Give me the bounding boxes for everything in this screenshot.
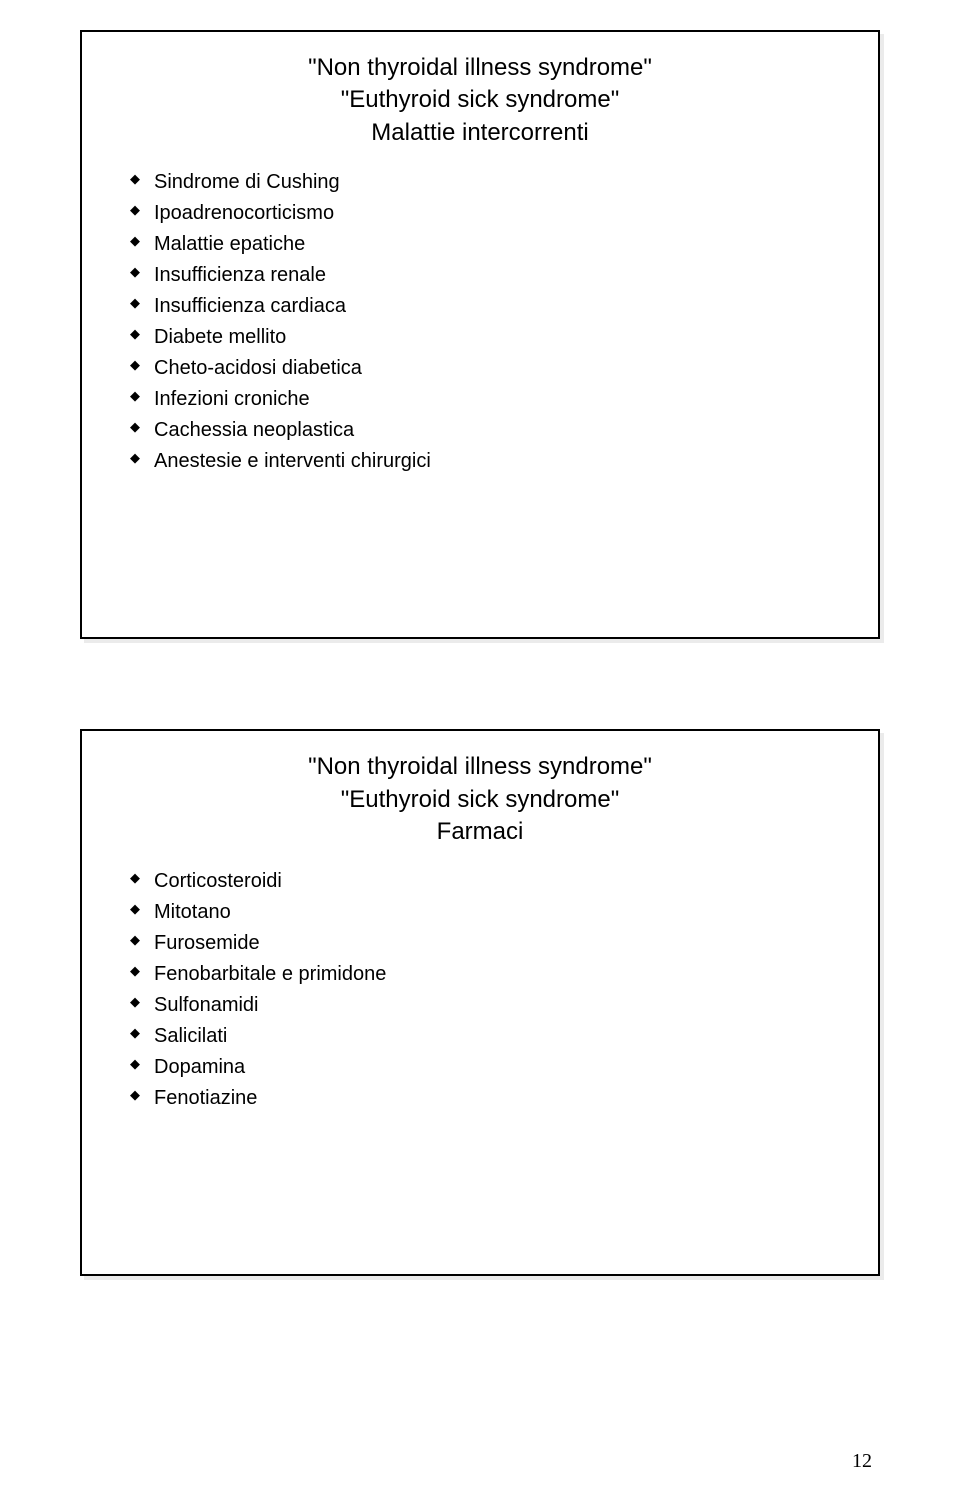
list-item: Insufficienza renale [130,260,838,291]
list-item: Fenotiazine [130,1083,838,1114]
page: "Non thyroidal illness syndrome" "Euthyr… [0,0,960,1501]
list-item: Cachessia neoplastica [130,415,838,446]
slide-1-title: "Non thyroidal illness syndrome" "Euthyr… [122,52,838,149]
list-item: Anestesie e interventi chirurgici [130,446,838,477]
list-item: Cheto-acidosi diabetica [130,353,838,384]
slide-2-title-line3: Farmaci [437,818,524,845]
list-item: Fenobarbitale e primidone [130,959,838,990]
list-item: Diabete mellito [130,322,838,353]
slide-2-title-line2: "Euthyroid sick syndrome" [341,786,619,813]
list-item: Infezioni croniche [130,384,838,415]
slide-2-title-line1: "Non thyroidal illness syndrome" [308,753,652,780]
list-item: Ipoadrenocorticismo [130,198,838,229]
list-item: Insufficienza cardiaca [130,291,838,322]
slide-1-title-line1: "Non thyroidal illness syndrome" [308,54,652,81]
slide-2: "Non thyroidal illness syndrome" "Euthyr… [80,729,880,1276]
slide-1-title-line3: Malattie intercorrenti [371,119,588,146]
slide-1-list: Sindrome di Cushing Ipoadrenocorticismo … [122,167,838,477]
list-item: Furosemide [130,928,838,959]
slide-1: "Non thyroidal illness syndrome" "Euthyr… [80,30,880,639]
list-item: Sindrome di Cushing [130,167,838,198]
list-item: Mitotano [130,897,838,928]
list-item: Salicilati [130,1021,838,1052]
page-number: 12 [852,1450,872,1473]
slide-2-title: "Non thyroidal illness syndrome" "Euthyr… [122,751,838,848]
slide-2-list: Corticosteroidi Mitotano Furosemide Feno… [122,866,838,1114]
list-item: Malattie epatiche [130,229,838,260]
slide-1-title-line2: "Euthyroid sick syndrome" [341,86,619,113]
list-item: Sulfonamidi [130,990,838,1021]
list-item: Corticosteroidi [130,866,838,897]
list-item: Dopamina [130,1052,838,1083]
